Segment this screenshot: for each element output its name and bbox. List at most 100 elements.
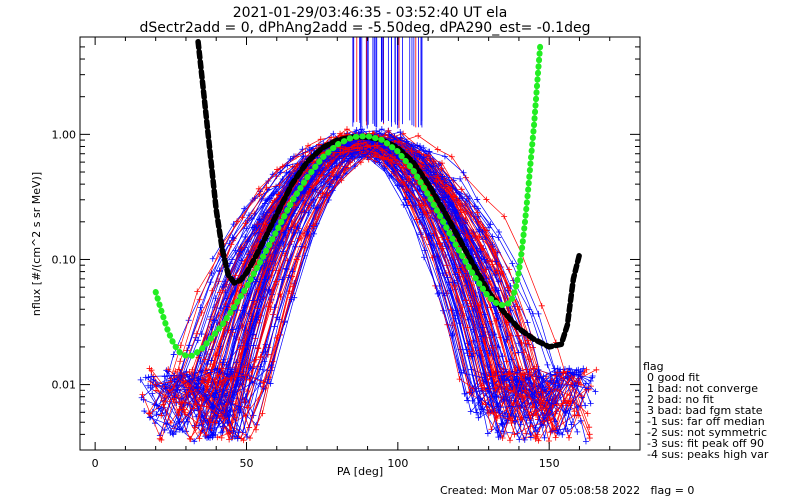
measured-point <box>446 177 453 184</box>
measured-point <box>153 402 160 409</box>
measured-point <box>238 245 245 252</box>
measured-point <box>509 260 516 267</box>
measured-point <box>483 275 490 282</box>
measured-point <box>486 224 493 231</box>
measured-point <box>554 365 561 372</box>
measured-point <box>204 360 211 367</box>
measured-point <box>224 419 231 426</box>
measured-point <box>208 357 215 364</box>
measured-point <box>273 334 280 341</box>
measured-point <box>527 423 534 430</box>
measured-point <box>294 223 301 230</box>
measured-point <box>408 182 415 189</box>
measured-point <box>279 276 286 283</box>
measured-point <box>262 276 269 283</box>
measured-point <box>288 226 295 233</box>
measured-point <box>441 189 448 196</box>
measured-point <box>244 217 251 224</box>
measured-point <box>228 241 235 248</box>
measured-point <box>402 196 409 203</box>
measured-point <box>559 431 566 438</box>
measured-point <box>502 393 509 400</box>
legend-entry: -2 sus: not symmetric <box>647 426 767 439</box>
measured-point <box>577 368 584 375</box>
measured-point <box>246 435 253 442</box>
measured-point <box>164 380 171 387</box>
measured-point <box>190 405 197 412</box>
measured-point <box>149 390 156 397</box>
measured-point <box>291 294 298 301</box>
measured-point <box>484 430 491 437</box>
measured-point <box>520 349 527 356</box>
measured-point <box>145 374 152 381</box>
measured-point <box>535 366 542 373</box>
measured-point <box>228 435 235 442</box>
measured-point <box>430 245 437 252</box>
measured-point <box>521 436 528 443</box>
measured-point <box>508 420 515 427</box>
measured-point <box>157 405 164 412</box>
measured-point <box>419 214 426 221</box>
measured-point <box>457 175 464 182</box>
measured-point <box>463 233 470 240</box>
measured-point <box>548 416 555 423</box>
measured-point <box>186 342 193 349</box>
measured-point <box>392 156 399 163</box>
measured-point <box>176 406 183 413</box>
x-tick-label: 50 <box>239 457 253 470</box>
measured-point <box>539 384 546 391</box>
measured-point <box>568 421 575 428</box>
measured-point <box>461 390 468 397</box>
measured-point <box>236 248 243 255</box>
measured-point <box>505 284 512 291</box>
measured-point <box>232 414 239 421</box>
measured-point <box>326 181 333 188</box>
measured-point <box>463 193 470 200</box>
measured-point <box>306 146 313 153</box>
measured-point <box>486 361 493 368</box>
measured-point <box>176 366 183 373</box>
measured-point <box>385 127 392 134</box>
measured-point <box>305 142 312 149</box>
measured-point <box>434 146 441 153</box>
measured-point <box>494 267 501 274</box>
measured-point <box>164 420 171 427</box>
measured-point <box>281 229 288 236</box>
legend-title: flag <box>643 360 664 373</box>
measured-point <box>438 160 445 167</box>
measured-point <box>261 358 268 365</box>
measured-point <box>468 353 475 360</box>
measured-point <box>263 209 270 216</box>
measured-point <box>280 248 287 255</box>
measured-point <box>503 358 510 365</box>
measured-point <box>165 391 172 398</box>
measured-point <box>338 177 345 184</box>
measured-point <box>182 399 189 406</box>
measured-point <box>232 272 239 279</box>
y-tick-label: 0.10 <box>52 253 77 266</box>
measured-point <box>229 326 236 333</box>
measured-point <box>319 190 326 197</box>
measured-point <box>551 418 558 425</box>
y-tick-label: 1.00 <box>52 128 77 141</box>
measured-point <box>587 400 594 407</box>
measured-point <box>481 311 488 318</box>
measured-point <box>478 387 485 394</box>
measured-point <box>571 408 578 415</box>
measured-point <box>544 361 551 368</box>
measured-point <box>438 234 445 241</box>
measured-point <box>305 188 312 195</box>
measured-trace <box>149 146 522 432</box>
measured-point <box>219 428 226 435</box>
measured-point <box>566 365 573 372</box>
measured-point <box>480 332 487 339</box>
measured-point <box>473 409 480 416</box>
measured-point <box>198 309 205 316</box>
measured-point <box>271 304 278 311</box>
measured-point <box>167 419 174 426</box>
measured-point <box>265 286 272 293</box>
measured-point <box>562 425 569 432</box>
measured-point <box>380 154 387 161</box>
measured-point <box>294 161 301 168</box>
measured-point <box>499 435 506 442</box>
